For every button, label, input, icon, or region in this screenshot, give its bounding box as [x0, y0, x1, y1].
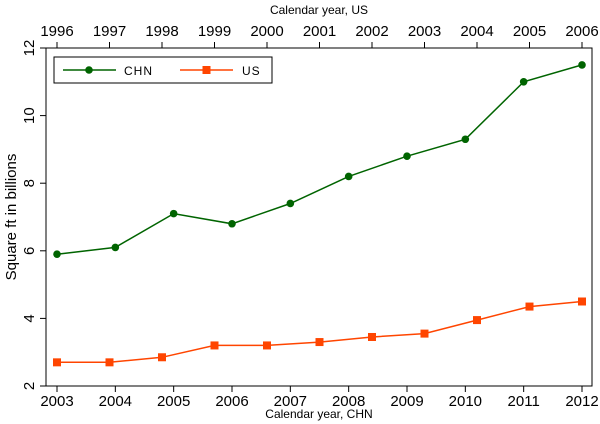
- y-axis-title: Square ft in billions: [3, 154, 20, 281]
- legend-marker-us: [202, 66, 211, 74]
- data-point-us: [368, 332, 376, 341]
- data-point-us: [210, 341, 219, 350]
- x-top-tick-label: 1998: [145, 23, 178, 40]
- x-bottom-tick-label: 2006: [215, 393, 248, 410]
- data-point-us: [53, 358, 61, 367]
- x-top-tick-label: 1996: [40, 23, 73, 40]
- plot-area: [45, 47, 593, 387]
- x-bottom-tick-label: 2005: [157, 393, 190, 410]
- data-point-us: [105, 358, 114, 367]
- y-tick-label: 6: [21, 247, 38, 255]
- data-point-chn: [578, 61, 586, 69]
- data-point-us: [315, 338, 324, 347]
- legend-label-us: US: [242, 64, 261, 78]
- data-point-chn: [519, 78, 528, 86]
- x-top-tick-label: 2005: [513, 23, 546, 40]
- series-layer: [53, 61, 586, 367]
- x-top-tick-label: 2002: [355, 23, 388, 40]
- x-bottom-tick-label: 2008: [332, 393, 365, 410]
- x-bottom-tick-label: 2007: [274, 393, 307, 410]
- y-tick-label: 8: [21, 179, 38, 187]
- x-bottom-tick-label: 2010: [449, 393, 482, 410]
- y-tick-label: 12: [21, 40, 38, 57]
- data-point-us: [158, 353, 166, 362]
- x-bottom-axis-title: Calendar year, CHN: [265, 407, 372, 421]
- series-line-chn: [56, 64, 583, 255]
- y-tick-label: 4: [21, 314, 38, 322]
- data-point-chn: [228, 219, 236, 228]
- data-point-chn: [53, 250, 61, 258]
- x-bottom-tick-label: 2011: [508, 393, 540, 410]
- x-top-tick-label: 2004: [460, 23, 493, 40]
- data-point-us: [420, 329, 429, 338]
- data-point-us: [473, 316, 481, 325]
- x-bottom-tick-label: 2009: [390, 393, 423, 410]
- x-bottom-tick-label: 2004: [99, 393, 132, 410]
- x-top-tick-label: 2001: [303, 23, 336, 40]
- x-top-axis-title: Calendar year, US: [270, 3, 368, 17]
- data-point-chn: [169, 209, 178, 218]
- data-point-us: [578, 297, 586, 306]
- data-point-us: [525, 302, 534, 311]
- x-bottom-tick-label: 2012: [565, 393, 598, 410]
- legend-label-chn: CHN: [124, 64, 153, 78]
- data-point-us: [263, 341, 271, 350]
- data-point-chn: [403, 152, 411, 160]
- data-point-chn: [344, 172, 353, 181]
- axis-ticks: 2003 2004 2005 2006 2007 2008 2009 2010 2011 2012…: [21, 23, 599, 410]
- data-point-chn: [461, 135, 470, 144]
- x-bottom-tick-label: 2003: [40, 393, 73, 410]
- data-point-chn: [286, 199, 295, 208]
- y-tick-label: 2: [21, 382, 38, 390]
- x-top-tick-label: 2000: [250, 23, 283, 40]
- data-point-chn: [111, 243, 120, 252]
- x-top-tick-label: 2006: [565, 23, 598, 40]
- legend-marker-chn: [85, 66, 93, 74]
- x-top-tick-label: 1999: [198, 23, 231, 40]
- legend: CHN US: [53, 56, 273, 84]
- y-tick-label: 10: [21, 107, 38, 124]
- x-top-tick-label: 1997: [93, 23, 126, 40]
- x-top-tick-label: 2003: [408, 23, 441, 40]
